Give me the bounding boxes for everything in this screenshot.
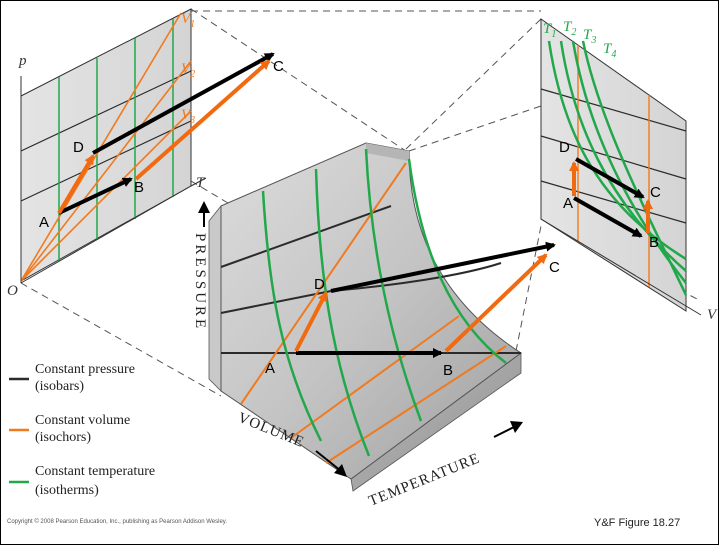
surface-point-c: C bbox=[549, 259, 560, 276]
legend: Constant pressure (isobars) Constant vol… bbox=[9, 362, 155, 498]
pv-axis-v: V bbox=[707, 307, 718, 323]
pt-point-d: D bbox=[73, 139, 84, 156]
svg-text:V3: V3 bbox=[181, 107, 195, 126]
svg-text:V1: V1 bbox=[181, 11, 195, 30]
pressure-axis-label: PRESSURE bbox=[192, 233, 208, 331]
pt-volume-labels: V1 V2 V3 bbox=[181, 11, 195, 126]
volume-axis-arrow bbox=[315, 450, 347, 477]
legend-isotherms-line2: (isotherms) bbox=[35, 483, 99, 498]
pv-point-c: C bbox=[650, 184, 661, 201]
legend-isobars-line2: (isobars) bbox=[35, 379, 84, 394]
legend-item-isobars: Constant pressure (isobars) bbox=[9, 362, 135, 394]
legend-isobars-line1: Constant pressure bbox=[35, 362, 135, 377]
legend-isochors-line1: Constant volume bbox=[35, 413, 130, 428]
svg-text:T1: T1 bbox=[543, 21, 556, 40]
figure-caption: Y&F Figure 18.27 bbox=[594, 517, 680, 529]
pv-panel bbox=[540, 18, 702, 316]
pt-point-b: B bbox=[134, 179, 144, 196]
surface-point-d: D bbox=[314, 276, 325, 293]
temperature-axis-arrow bbox=[493, 421, 523, 438]
legend-item-isochors: Constant volume (isochors) bbox=[9, 413, 130, 445]
pt-axis-t: T bbox=[196, 175, 206, 191]
pt-point-a: A bbox=[39, 214, 49, 231]
pt-panel bbox=[20, 8, 207, 284]
surface-point-a: A bbox=[265, 360, 275, 377]
pt-origin: O bbox=[7, 283, 18, 299]
legend-isochors-line2: (isochors) bbox=[35, 430, 91, 445]
svg-text:T4: T4 bbox=[603, 41, 616, 60]
surface-point-b: B bbox=[443, 362, 453, 379]
pressure-axis-arrow bbox=[198, 201, 210, 227]
pv-process-arrows bbox=[569, 157, 653, 238]
svg-text:T2: T2 bbox=[563, 19, 576, 38]
pv-point-b: B bbox=[649, 234, 659, 251]
legend-isotherms-line1: Constant temperature bbox=[35, 464, 155, 479]
pt-axis-p: p bbox=[18, 53, 27, 69]
pv-point-d: D bbox=[559, 139, 570, 156]
copyright-text: Copyright © 2008 Pearson Education, Inc.… bbox=[7, 518, 227, 525]
pvt-surface bbox=[208, 142, 556, 492]
legend-item-isotherms: Constant temperature (isotherms) bbox=[9, 464, 155, 498]
pv-point-a: A bbox=[563, 195, 573, 212]
pv-temperature-labels: T1 T2 T3 T4 bbox=[543, 19, 616, 60]
pt-point-c: C bbox=[273, 58, 284, 75]
pt-process-arrows bbox=[57, 52, 275, 215]
svg-text:T3: T3 bbox=[583, 27, 596, 46]
svg-text:V2: V2 bbox=[181, 61, 195, 80]
